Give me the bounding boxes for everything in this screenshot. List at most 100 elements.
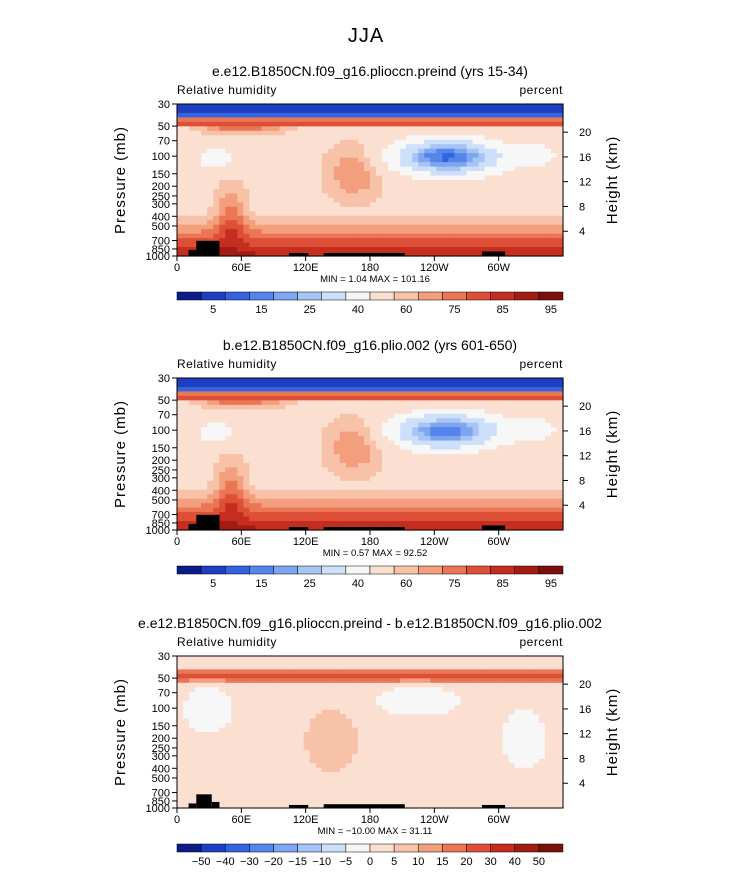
contour-cell (502, 409, 510, 415)
contour-cell (249, 404, 257, 410)
contour-cell (538, 418, 546, 424)
contour-cell (315, 395, 323, 401)
contour-cell (442, 449, 450, 455)
contour-cell (291, 130, 299, 136)
contour-cell (279, 445, 287, 451)
contour-cell (424, 202, 431, 208)
contour-cell (496, 175, 504, 181)
contour-cell (267, 427, 275, 433)
contour-cell (430, 391, 437, 397)
contour-cell (376, 202, 383, 208)
contour-cell (466, 521, 474, 527)
contour-cell (556, 664, 564, 671)
contour-cell (502, 197, 510, 203)
contour-cell (351, 215, 359, 221)
contour-cell (273, 413, 281, 419)
contour-cell (430, 211, 437, 217)
contour-cell (183, 503, 190, 509)
contour-cell (279, 184, 287, 190)
contour-cell (309, 382, 317, 388)
contour-cell (484, 682, 492, 688)
contour-cell (460, 193, 468, 199)
contour-cell (207, 503, 214, 509)
contour-cell (297, 121, 305, 127)
contour-cell (520, 247, 528, 253)
contour-cell (273, 427, 281, 433)
contour-cell (255, 215, 263, 221)
contour-cell (430, 660, 437, 666)
contour-cell (490, 431, 498, 437)
contour-cell (424, 656, 431, 662)
contour-cell (430, 135, 437, 141)
contour-cell (225, 436, 232, 442)
contour-cell (382, 409, 389, 415)
contour-cell (189, 503, 196, 509)
contour-cell (538, 669, 546, 675)
contour-cell (297, 180, 305, 186)
contour-cell (460, 220, 468, 226)
contour-cell (538, 144, 546, 150)
contour-cell (243, 507, 250, 513)
contour-cell (285, 233, 293, 239)
contour-cell (291, 678, 299, 684)
contour-cell (400, 130, 407, 136)
contour-cell (538, 193, 546, 199)
contour-cell (436, 503, 443, 509)
contour-cell (327, 233, 335, 239)
contour-cell (406, 157, 413, 163)
contour-cell (460, 418, 468, 424)
contour-cell (267, 467, 275, 473)
contour-cell (538, 436, 546, 442)
contour-cell (430, 678, 437, 684)
contour-cell (279, 656, 287, 662)
contour-cell (490, 121, 498, 127)
contour-cell (333, 197, 341, 203)
contour-cell (219, 480, 226, 486)
contour-cell (490, 229, 498, 235)
contour-cell (189, 395, 196, 401)
contour-cell (448, 664, 456, 671)
contour-cell (400, 220, 407, 226)
pressure-tick-label: 50 (158, 395, 170, 407)
contour-cell (448, 656, 456, 662)
contour-cell (351, 121, 359, 127)
contour-cell (297, 395, 305, 401)
contour-cell (231, 395, 238, 401)
contour-cell (285, 135, 293, 141)
contour-cell (526, 211, 534, 217)
contour-cell (315, 229, 323, 235)
contour-cell (394, 108, 401, 114)
contour-cell (496, 656, 504, 662)
contour-cell (327, 669, 335, 675)
contour-cell (496, 516, 504, 522)
contour-cell (207, 485, 214, 491)
contour-cell (460, 121, 468, 127)
contour-cell (418, 404, 425, 410)
contour-cell (249, 215, 257, 221)
contour-cell (351, 458, 359, 464)
contour-cell (333, 427, 341, 433)
contour-cell (406, 467, 413, 473)
contour-cell (201, 135, 208, 141)
contour-cell (231, 378, 238, 384)
contour-cell (249, 386, 257, 393)
pressure-tick-label: 150 (152, 169, 170, 181)
contour-cell (406, 503, 413, 509)
contour-cell (237, 656, 244, 662)
topography (188, 514, 506, 530)
contour-cell (231, 525, 238, 531)
contour-cell (520, 148, 528, 154)
contour-cell (514, 378, 522, 384)
contour-cell (177, 242, 184, 248)
contour-cell (339, 162, 347, 168)
contour-cell (520, 678, 528, 684)
contour-cell (255, 386, 263, 393)
contour-cell (267, 139, 275, 145)
contour-cell (502, 431, 510, 437)
contour-cell (406, 480, 413, 486)
contour-cell (400, 400, 407, 406)
contour-cell (285, 229, 293, 235)
contour-cell (442, 162, 450, 168)
contour-cell (556, 673, 564, 679)
contour-cell (550, 166, 558, 172)
